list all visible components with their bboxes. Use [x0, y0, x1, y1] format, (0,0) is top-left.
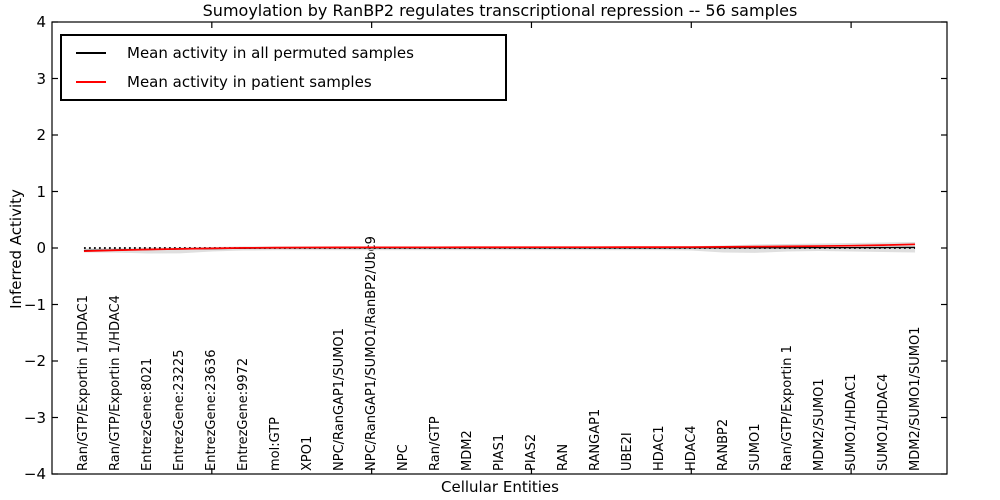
legend-label-permuted: Mean activity in all permuted samples: [127, 43, 414, 62]
y-tick-label: −3: [23, 408, 46, 427]
legend-line-permuted-icon: [76, 51, 106, 54]
legend: Mean activity in all permuted samples Me…: [60, 34, 507, 101]
y-tick-label: 3: [36, 69, 46, 88]
y-tick-label: −4: [23, 465, 46, 483]
y-tick-label: −2: [23, 352, 46, 370]
y-tick-label: 2: [36, 126, 46, 144]
legend-line-patient-icon: [76, 81, 106, 84]
legend-entry-permuted: Mean activity in all permuted samples: [62, 40, 505, 66]
legend-entry-patient: Mean activity in patient samples: [62, 69, 505, 95]
patient-mean-line: [83, 243, 916, 252]
chart-title: Sumoylation by RanBP2 regulates transcri…: [202, 1, 798, 20]
y-tick-label: −1: [23, 295, 46, 314]
legend-label-patient: Mean activity in patient samples: [127, 73, 372, 92]
y-tick-label: 1: [36, 182, 46, 201]
x-axis-label: Cellular Entities: [441, 478, 559, 496]
y-tick-label: 4: [36, 13, 46, 31]
y-tick-label: 0: [36, 239, 46, 257]
